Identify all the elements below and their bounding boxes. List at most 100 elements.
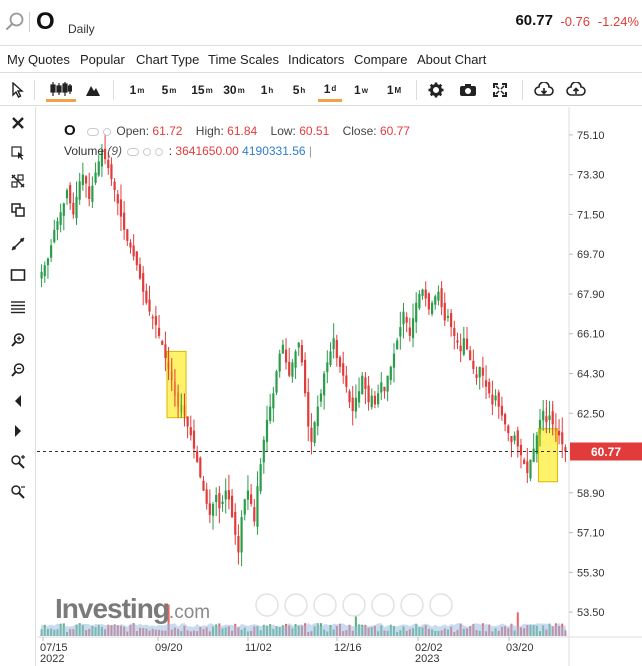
zoom-out-icon[interactable] <box>6 359 30 381</box>
volume-close-icon[interactable] <box>155 147 164 156</box>
menu-about-chart[interactable]: About Chart <box>417 52 487 67</box>
candle-body <box>215 495 218 503</box>
candle-body <box>297 342 300 348</box>
candle-body <box>519 444 523 456</box>
candle-body <box>326 362 329 373</box>
quote-header: O Daily 60.77 -0.76 -1.24% <box>0 0 642 44</box>
candle-body <box>332 338 335 350</box>
price-change: -0.76 <box>560 14 590 29</box>
candle-body <box>243 499 246 515</box>
price-chart[interactable]: 75.10 73.30 71.50 69.70 67.90 66.10 64.30 62.50… <box>37 107 642 666</box>
candle-body <box>142 273 145 292</box>
volume-value: 3641650.00 <box>175 144 239 158</box>
volume-visibility-icon[interactable] <box>127 147 140 156</box>
settings-toggle-icon[interactable] <box>103 127 112 136</box>
download-cloud-icon[interactable] <box>532 78 556 102</box>
candle-body <box>450 312 453 328</box>
symbol-name[interactable]: O <box>36 8 55 35</box>
camera-icon[interactable] <box>457 78 479 102</box>
last-price: 60.77 <box>515 12 553 29</box>
candle-body <box>469 350 472 361</box>
watermark-brand: Investing <box>55 593 170 624</box>
scroll-left-icon[interactable] <box>6 390 30 412</box>
candle-body <box>351 397 354 412</box>
candle-body <box>488 382 491 394</box>
fibonacci-lines-icon[interactable] <box>6 296 30 318</box>
investing-watermark: Investing.com <box>55 593 210 625</box>
candle-body <box>399 327 402 337</box>
candle-body <box>335 339 338 359</box>
candle-body <box>503 414 507 425</box>
candle-body <box>523 459 526 465</box>
candle-body <box>323 373 326 396</box>
candle-body <box>284 349 288 363</box>
trend-line-icon[interactable] <box>6 233 30 255</box>
candle-body <box>189 427 192 436</box>
zoom-in-icon[interactable] <box>6 329 30 351</box>
nav-control-button <box>400 593 424 617</box>
visibility-toggle-icon[interactable] <box>87 127 100 136</box>
chart-canvas[interactable]: 75.10 73.30 71.50 69.70 67.90 66.10 64.30 62.50… <box>37 107 642 666</box>
search-icon[interactable] <box>4 11 26 33</box>
candle-body <box>145 290 148 303</box>
candle-body <box>138 264 142 279</box>
close-icon[interactable] <box>6 112 30 134</box>
nav-control-button <box>371 593 395 617</box>
candle-body <box>526 461 529 473</box>
fullscreen-icon[interactable] <box>489 78 511 102</box>
menu-bar: My Quotes Popular Chart Type Time Scales… <box>0 45 642 73</box>
candle-body <box>364 377 367 389</box>
y-tick-label: 57.10 <box>577 528 605 540</box>
scroll-right-icon[interactable] <box>6 420 30 442</box>
interval-15m-button[interactable]: 15 m <box>191 83 213 97</box>
candle-body <box>303 359 307 394</box>
settings-gear-icon[interactable] <box>425 78 447 102</box>
ohlc-legend: O Open: 61.72 High: 61.84 Low: 60.51 Clo… <box>64 122 420 139</box>
interval-label: Daily <box>68 22 95 36</box>
pan-zoom-in-icon[interactable] <box>6 451 30 473</box>
menu-my-quotes[interactable]: My Quotes <box>7 52 70 67</box>
candle-body <box>408 327 411 336</box>
menu-chart-type[interactable]: Chart Type <box>136 52 200 67</box>
menu-indicators[interactable]: Indicators <box>288 52 345 67</box>
rectangle-shape-icon[interactable] <box>6 264 30 286</box>
interval-30m-button[interactable]: 30 m <box>223 83 245 97</box>
candlestick-chart-icon[interactable] <box>46 78 76 102</box>
pan-zoom-out-icon[interactable] <box>6 481 30 503</box>
cursor-tool-icon[interactable] <box>6 78 28 102</box>
candle-body <box>75 196 78 219</box>
volume-settings-icon[interactable] <box>143 147 152 156</box>
high-value: 61.84 <box>227 124 258 138</box>
area-chart-icon[interactable] <box>82 78 104 102</box>
candle-body <box>69 185 72 204</box>
upload-cloud-icon[interactable] <box>564 78 588 102</box>
candle-body <box>342 363 345 376</box>
copy-layers-icon[interactable] <box>6 199 30 221</box>
menu-compare[interactable]: Compare <box>354 52 408 67</box>
magnet-tools-icon[interactable] <box>6 170 30 192</box>
candle-body <box>437 291 440 301</box>
x-tick-label: 03/20 <box>506 642 534 654</box>
highlight-box-sept <box>166 350 187 419</box>
candle-body <box>123 212 126 230</box>
menu-time-scales[interactable]: Time Scales <box>208 52 280 67</box>
menu-popular[interactable]: Popular <box>80 52 125 67</box>
candle-body <box>88 186 91 199</box>
x-tick-label: 07/15 <box>40 642 68 654</box>
candle-body <box>484 380 488 387</box>
candle-body <box>211 503 215 516</box>
candle-body <box>208 503 211 515</box>
candle-body <box>453 327 456 336</box>
candle-body <box>415 302 418 323</box>
candle-body <box>110 164 113 180</box>
low-label: Low: <box>270 124 296 138</box>
cursor-cross-icon[interactable] <box>6 141 30 163</box>
